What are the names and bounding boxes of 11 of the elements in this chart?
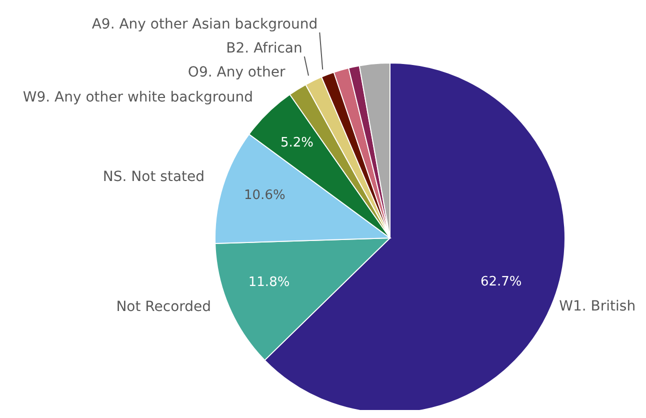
data-label: 10.6% — [244, 188, 286, 204]
slice-label: NS. Not stated — [102, 168, 205, 185]
slice-label: B2. African — [226, 40, 302, 56]
data-label: 5.2% — [280, 135, 314, 150]
slice-label: W1. British — [559, 298, 636, 314]
slice-label: O9. Any other — [188, 64, 286, 80]
slice-label: Not Recorded — [116, 298, 212, 315]
data-label: 11.8% — [248, 274, 290, 290]
data-label: 62.7% — [480, 274, 522, 290]
slice-label: A9. Any other Asian background — [92, 16, 318, 32]
slice-label: W9. Any other white background — [22, 90, 254, 106]
